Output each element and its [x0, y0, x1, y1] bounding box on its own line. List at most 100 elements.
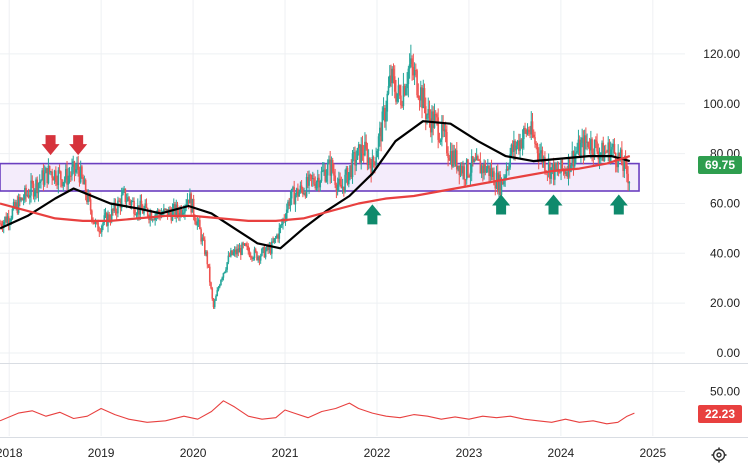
oscillator-line: [0, 400, 635, 425]
candle-body: [292, 187, 294, 189]
candle-body: [272, 241, 274, 243]
candle-body: [100, 226, 103, 233]
candle-body: [580, 143, 582, 157]
candle-body: [184, 206, 186, 213]
candle-body: [523, 127, 525, 140]
candle-body: [298, 191, 300, 197]
candle-body: [22, 199, 25, 201]
candle-body: [287, 201, 289, 210]
candle-body: [6, 216, 9, 223]
arrow-up-icon: [363, 204, 382, 225]
candle-body: [467, 159, 469, 177]
candle-body: [145, 203, 148, 209]
candle-body: [508, 167, 510, 170]
candle-body: [74, 169, 77, 173]
candle-body: [285, 209, 288, 219]
candle-body: [382, 107, 385, 112]
x-tick-label: 2023: [456, 446, 483, 460]
candle-body: [96, 221, 98, 223]
candle-body: [541, 150, 544, 163]
candle-body: [531, 121, 534, 135]
candle-body: [220, 279, 222, 286]
candle-body: [521, 139, 524, 148]
candle-body: [360, 144, 363, 163]
candle-body: [350, 165, 353, 178]
osc-y-tick-label: 50.00: [710, 385, 740, 399]
candle-body: [263, 247, 266, 258]
candle-body: [374, 161, 376, 166]
oscillator-value-label: 22.23: [705, 407, 735, 421]
oscillator-value-badge: 22.23: [698, 405, 742, 423]
candle-body: [436, 114, 438, 118]
candle-body: [91, 210, 93, 221]
candle-body: [128, 197, 130, 202]
candle-body: [222, 273, 225, 278]
arrow-up-icon: [544, 194, 563, 215]
candle-body: [464, 179, 467, 181]
candle-body: [367, 157, 370, 165]
y-axis: 0.0020.0040.0060.0080.00100.00120.0050.0…: [703, 47, 740, 399]
candle-body: [355, 159, 358, 166]
candle-body: [501, 181, 504, 185]
candle-body: [314, 183, 317, 189]
candle-body: [447, 153, 449, 158]
candle-body: [299, 185, 302, 192]
settings-button[interactable]: [711, 447, 727, 463]
candle-body: [583, 135, 586, 156]
candle-body: [405, 88, 407, 96]
candle-body: [357, 144, 360, 149]
candle-body: [627, 173, 629, 184]
y-tick-label: 0.00: [717, 346, 741, 360]
candle-body: [93, 221, 96, 224]
candle-body: [114, 202, 117, 212]
candle-body: [479, 160, 482, 174]
candle-body: [55, 170, 57, 183]
candle-body: [186, 199, 189, 205]
candle-body: [619, 149, 622, 158]
candle-body: [510, 144, 513, 155]
candle-body: [559, 172, 561, 174]
candle-body: [32, 183, 35, 197]
candle-body: [206, 251, 209, 265]
candle-body: [269, 246, 272, 254]
candle-body: [307, 176, 309, 186]
candle-body: [419, 87, 422, 101]
candle-body: [226, 262, 228, 270]
candle-body: [0, 223, 1, 225]
candle-body: [565, 171, 567, 174]
candle-body: [484, 163, 487, 173]
candle-body: [78, 169, 81, 183]
candle-body: [434, 114, 437, 116]
candle-body: [551, 163, 554, 168]
candle-body: [179, 208, 181, 217]
candle-body: [112, 209, 114, 211]
candle-body: [42, 170, 45, 185]
candle-body: [208, 266, 211, 283]
candle-body: [290, 188, 293, 199]
candle-body: [71, 166, 73, 176]
candle-body: [56, 182, 58, 186]
candle-body: [202, 237, 205, 240]
candle-body: [25, 187, 27, 196]
candle-body: [513, 140, 515, 152]
candle-body: [120, 194, 123, 208]
candle-body: [361, 144, 364, 154]
candle-body: [371, 156, 374, 175]
candle-body: [155, 214, 158, 216]
candle-body: [411, 58, 413, 67]
candle-body: [238, 248, 241, 253]
arrow-up-icon: [609, 194, 628, 215]
candle-body: [110, 209, 113, 222]
candle-body: [180, 208, 183, 215]
candle-body: [581, 137, 583, 144]
candle-body: [144, 203, 147, 209]
candle-body: [77, 163, 80, 170]
candle-body: [19, 197, 21, 201]
arrow-up-icon: [492, 194, 511, 215]
candle-body: [104, 213, 107, 216]
candle-body: [397, 85, 400, 94]
candle-body: [196, 221, 199, 226]
candle-body: [36, 179, 39, 194]
candle-body: [396, 93, 399, 102]
